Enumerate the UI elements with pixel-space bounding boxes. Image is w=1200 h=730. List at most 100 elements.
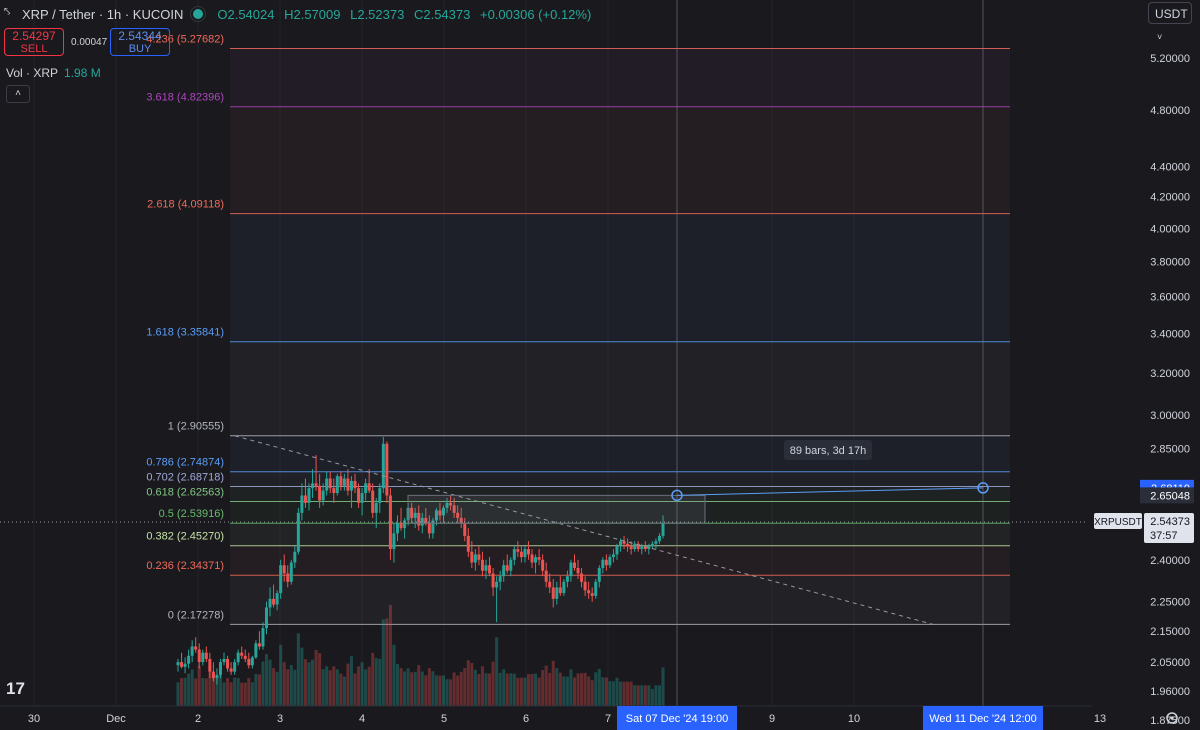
candle-body[interactable] xyxy=(643,546,647,550)
candle-body[interactable] xyxy=(427,522,431,534)
candle-body[interactable] xyxy=(247,658,251,666)
candle-body[interactable] xyxy=(357,488,361,503)
candle-body[interactable] xyxy=(619,541,623,547)
candle-body[interactable] xyxy=(279,565,283,594)
candle-body[interactable] xyxy=(296,512,300,552)
candle-body[interactable] xyxy=(201,652,205,663)
candle-body[interactable] xyxy=(530,554,534,563)
candle-body[interactable] xyxy=(261,628,265,647)
candle-body[interactable] xyxy=(342,478,346,486)
candle-body[interactable] xyxy=(449,502,453,506)
trendline[interactable] xyxy=(234,435,937,626)
candle-body[interactable] xyxy=(480,559,484,571)
candle-body[interactable] xyxy=(268,598,272,608)
candle-body[interactable] xyxy=(597,567,601,582)
collapse-legend-button[interactable]: ˄ xyxy=(6,85,30,103)
candle-body[interactable] xyxy=(275,593,279,605)
candle-body[interactable] xyxy=(236,652,240,663)
candle-body[interactable] xyxy=(434,510,438,521)
candle-body[interactable] xyxy=(282,565,286,574)
candle-body[interactable] xyxy=(229,668,233,672)
candle-body[interactable] xyxy=(417,512,421,526)
candle-body[interactable] xyxy=(222,658,226,663)
candle-body[interactable] xyxy=(233,662,237,672)
candle-body[interactable] xyxy=(385,443,389,496)
candle-body[interactable] xyxy=(399,522,403,529)
candle-body[interactable] xyxy=(431,520,435,534)
candle-body[interactable] xyxy=(562,581,566,594)
candle-body[interactable] xyxy=(502,565,506,577)
candle-body[interactable] xyxy=(512,549,516,560)
candle-body[interactable] xyxy=(466,535,470,552)
candle-body[interactable] xyxy=(626,543,630,547)
candle-body[interactable] xyxy=(240,652,244,656)
candle-body[interactable] xyxy=(388,495,392,550)
candle-body[interactable] xyxy=(424,517,428,523)
date-range-end-handle[interactable] xyxy=(977,482,989,494)
candle-body[interactable] xyxy=(328,478,332,489)
candle-body[interactable] xyxy=(526,549,530,555)
candle-body[interactable] xyxy=(346,478,350,491)
candle-body[interactable] xyxy=(565,576,569,582)
candle-body[interactable] xyxy=(321,490,325,501)
candle-body[interactable] xyxy=(519,551,523,558)
candle-body[interactable] xyxy=(594,581,598,596)
candle-body[interactable] xyxy=(197,649,201,663)
candle-body[interactable] xyxy=(176,662,180,666)
candle-body[interactable] xyxy=(488,565,492,574)
candle-body[interactable] xyxy=(318,485,322,501)
candle-body[interactable] xyxy=(265,607,269,629)
candle-body[interactable] xyxy=(572,562,576,568)
candle-body[interactable] xyxy=(456,512,460,518)
candle-body[interactable] xyxy=(335,476,339,494)
candle-body[interactable] xyxy=(374,502,378,513)
candle-body[interactable] xyxy=(180,662,184,667)
candle-body[interactable] xyxy=(364,483,368,494)
candle-body[interactable] xyxy=(410,507,414,518)
candle-body[interactable] xyxy=(257,643,261,647)
candle-body[interactable] xyxy=(452,505,456,513)
candle-body[interactable] xyxy=(587,590,591,594)
candle-body[interactable] xyxy=(541,559,545,571)
symbol-header[interactable]: XRP / Tether · 1h · KUCOIN O2.54024 H2.5… xyxy=(22,5,591,23)
candle-body[interactable] xyxy=(211,671,215,679)
candle-body[interactable] xyxy=(498,576,502,582)
date-range-start-handle[interactable] xyxy=(671,489,683,502)
candle-body[interactable] xyxy=(534,557,538,563)
candle-body[interactable] xyxy=(523,549,527,558)
candle-body[interactable] xyxy=(477,554,481,560)
candle-body[interactable] xyxy=(367,483,371,491)
candle-body[interactable] xyxy=(650,543,654,547)
candle-body[interactable] xyxy=(611,554,615,558)
candle-body[interactable] xyxy=(636,543,640,550)
price-axis[interactable] xyxy=(1092,0,1200,730)
candle-body[interactable] xyxy=(303,495,307,503)
candle-body[interactable] xyxy=(473,554,477,563)
candle-body[interactable] xyxy=(187,655,191,664)
candle-body[interactable] xyxy=(558,587,562,594)
candle-body[interactable] xyxy=(495,581,499,588)
candle-body[interactable] xyxy=(647,546,651,550)
candle-body[interactable] xyxy=(544,570,548,582)
candle-body[interactable] xyxy=(470,551,474,563)
candle-body[interactable] xyxy=(392,533,396,550)
candle-body[interactable] xyxy=(300,495,304,513)
candle-body[interactable] xyxy=(190,646,194,656)
candle-body[interactable] xyxy=(349,480,353,491)
candle-body[interactable] xyxy=(311,483,315,489)
candle-body[interactable] xyxy=(608,557,612,566)
candle-body[interactable] xyxy=(293,551,297,563)
candle-body[interactable] xyxy=(442,507,446,516)
candle-body[interactable] xyxy=(463,522,467,536)
candle-body[interactable] xyxy=(622,541,626,544)
candle-body[interactable] xyxy=(314,483,318,486)
candle-body[interactable] xyxy=(194,646,198,650)
candle-body[interactable] xyxy=(438,510,442,516)
candle-body[interactable] xyxy=(339,476,343,486)
candle-body[interactable] xyxy=(604,559,608,566)
candle-body[interactable] xyxy=(272,598,276,605)
candle-body[interactable] xyxy=(509,559,513,571)
candle-body[interactable] xyxy=(183,663,187,667)
candle-body[interactable] xyxy=(551,587,555,599)
